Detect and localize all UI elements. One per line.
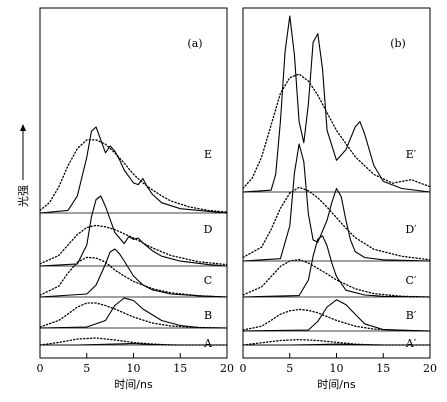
- series-label: A′: [405, 337, 417, 350]
- dotted-trace-D: [39, 224, 228, 266]
- series-label: B′: [406, 309, 417, 322]
- series-label: C: [204, 274, 212, 287]
- series-label: A: [203, 337, 213, 350]
- dotted-trace-C: [39, 256, 228, 298]
- solid-trace-B′: [242, 299, 431, 332]
- solid-trace-B: [39, 297, 228, 329]
- plot-frame: [242, 7, 431, 359]
- y-axis-title: 光强: [16, 185, 30, 207]
- solid-trace-D′: [242, 143, 431, 262]
- x-axis-title: 时间/ns: [114, 378, 153, 391]
- dotted-trace-E: [39, 139, 228, 213]
- dotted-trace-B′: [242, 308, 431, 332]
- x-tick-label: 0: [240, 362, 247, 375]
- x-tick-label: 15: [173, 362, 187, 375]
- series-label: C′: [406, 274, 417, 287]
- y-axis-label: 光强: [16, 124, 30, 207]
- dotted-trace-E′: [242, 73, 431, 190]
- y-axis-arrow-head: [20, 124, 26, 131]
- panel-label: (a): [187, 37, 202, 50]
- x-tick-label: 10: [127, 362, 141, 375]
- solid-trace-D: [39, 195, 228, 267]
- solid-trace-A: [40, 342, 227, 346]
- series-label: B: [204, 309, 212, 322]
- solid-trace-C: [39, 248, 228, 298]
- x-tick-label: 10: [330, 362, 344, 375]
- series-label: D: [204, 223, 213, 236]
- series-label: E: [204, 148, 212, 161]
- dotted-trace-D′: [242, 186, 431, 261]
- panel-b: 0 5 10 15 20 时间/ns (b) A′ B′ C′ D′ E′: [240, 7, 437, 391]
- x-tick-label: 5: [286, 362, 293, 375]
- x-tick-label: 15: [376, 362, 390, 375]
- dotted-trace-B: [39, 302, 228, 329]
- x-tick-label: 20: [423, 362, 437, 375]
- solid-trace-E′: [242, 15, 431, 193]
- series-label: D′: [405, 223, 417, 236]
- x-tick-label: 20: [220, 362, 234, 375]
- solid-trace-A′: [243, 343, 430, 346]
- panel-label: (b): [390, 37, 406, 50]
- solid-trace-E: [39, 126, 228, 214]
- panel-a: 0 5 10 15 20 时间/ns (a) A B C D E: [37, 7, 234, 391]
- solid-trace-C′: [242, 235, 431, 298]
- x-axis-title: 时间/ns: [317, 378, 356, 391]
- series-label: E′: [406, 148, 417, 161]
- x-tick-label: 5: [83, 362, 90, 375]
- dotted-trace-C′: [242, 258, 431, 298]
- x-tick-label: 0: [37, 362, 44, 375]
